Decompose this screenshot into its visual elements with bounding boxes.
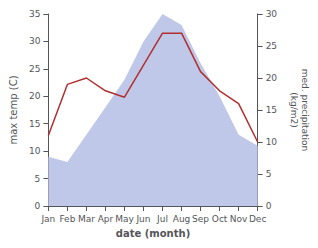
svg-text:0: 0 bbox=[266, 201, 272, 211]
svg-text:5: 5 bbox=[35, 174, 41, 184]
svg-text:15: 15 bbox=[29, 119, 40, 129]
svg-text:15: 15 bbox=[266, 105, 277, 115]
svg-text:Feb: Feb bbox=[59, 214, 75, 224]
svg-text:Apr: Apr bbox=[98, 214, 114, 224]
svg-text:35: 35 bbox=[29, 9, 40, 19]
svg-text:Mar: Mar bbox=[78, 214, 95, 224]
svg-text:0: 0 bbox=[35, 201, 41, 211]
svg-text:(kg/m2): (kg/m2) bbox=[289, 92, 299, 127]
svg-text:Aug: Aug bbox=[173, 214, 191, 224]
svg-text:30: 30 bbox=[29, 36, 41, 46]
svg-text:Jun: Jun bbox=[135, 214, 150, 224]
svg-text:25: 25 bbox=[29, 64, 40, 74]
svg-text:May: May bbox=[115, 214, 134, 224]
svg-text:date (month): date (month) bbox=[116, 228, 190, 239]
svg-text:10: 10 bbox=[29, 146, 41, 156]
svg-text:Jan: Jan bbox=[40, 214, 55, 224]
svg-text:Dec: Dec bbox=[249, 214, 266, 224]
svg-text:Nov: Nov bbox=[230, 214, 248, 224]
svg-text:max temp (C): max temp (C) bbox=[8, 75, 19, 144]
svg-text:20: 20 bbox=[266, 73, 278, 83]
svg-text:Jul: Jul bbox=[156, 214, 168, 224]
svg-text:10: 10 bbox=[266, 137, 278, 147]
svg-text:Oct: Oct bbox=[212, 214, 228, 224]
svg-text:Sep: Sep bbox=[192, 214, 209, 224]
svg-text:5: 5 bbox=[266, 169, 272, 179]
svg-text:25: 25 bbox=[266, 41, 277, 51]
svg-text:20: 20 bbox=[29, 91, 41, 101]
svg-text:med. precipitation: med. precipitation bbox=[300, 69, 310, 151]
svg-text:30: 30 bbox=[266, 9, 278, 19]
